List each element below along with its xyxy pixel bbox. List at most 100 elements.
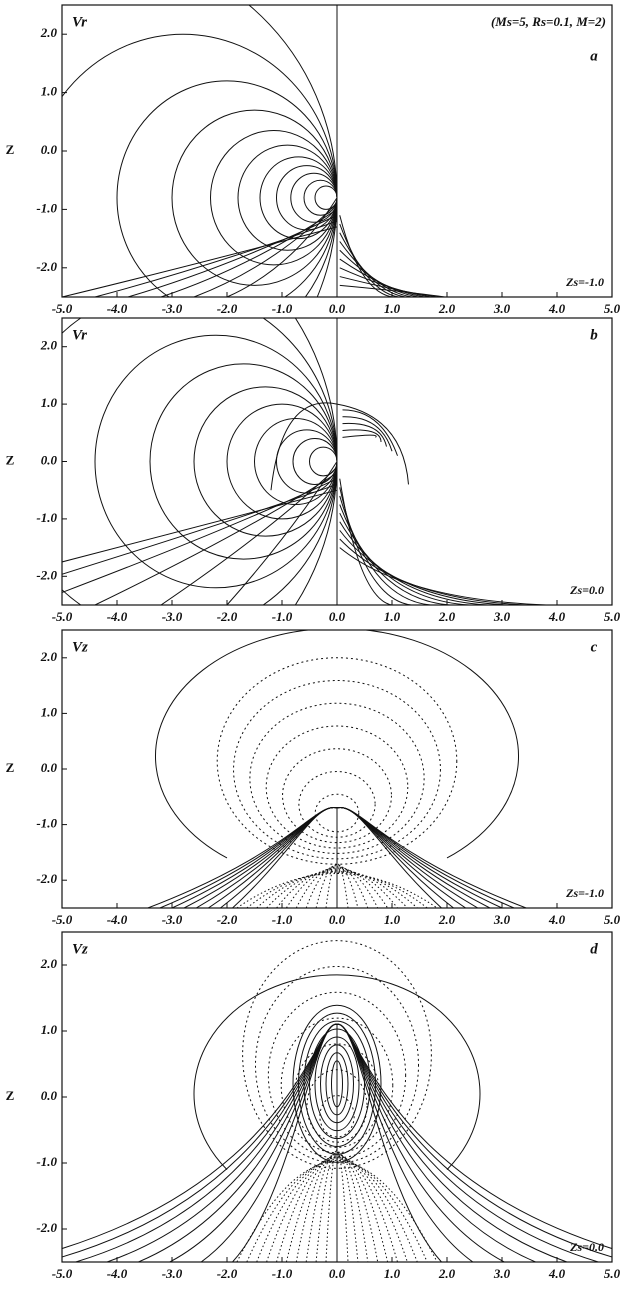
contour-line [193, 203, 338, 297]
contour-line [342, 429, 382, 443]
y-tick-label: 2.0 [40, 649, 58, 664]
contour-line [342, 416, 393, 452]
y-tick-label: -1.0 [36, 200, 57, 215]
y-tick-label: 1.0 [41, 704, 58, 719]
contour-line [276, 165, 338, 231]
contour-line [339, 487, 412, 605]
panel-letter: d [590, 941, 598, 957]
contour-line [270, 402, 409, 491]
x-tick-label: 1.0 [384, 609, 401, 624]
x-tick-label: 4.0 [548, 301, 566, 316]
annotation: Zs=-1.0 [565, 275, 604, 289]
contour-line [193, 386, 338, 537]
x-tick-label: 3.0 [493, 1266, 511, 1281]
contour-line [342, 422, 387, 447]
panel-title: Vz [72, 639, 88, 655]
annotation: Zs=0.0 [569, 1240, 604, 1254]
y-tick-label: -2.0 [36, 567, 57, 582]
contour-line [242, 940, 432, 1169]
x-tick-label: -1.0 [272, 1266, 293, 1281]
y-axis-label: Z [6, 760, 15, 775]
x-tick-label: -1.0 [272, 301, 293, 316]
y-tick-label: 0.0 [41, 452, 58, 467]
contour-line [342, 409, 398, 456]
contour-line [127, 214, 338, 297]
contour-line [325, 863, 349, 908]
x-tick-label: -3.0 [162, 1266, 183, 1281]
y-tick-label: 1.0 [41, 84, 58, 99]
contour-line [259, 156, 338, 240]
y-tick-label: 0.0 [41, 142, 58, 157]
contour-line [266, 869, 408, 908]
contour-line [339, 495, 431, 605]
contour-line [160, 208, 338, 297]
contour-line [210, 130, 338, 266]
contour-line [237, 144, 338, 251]
x-tick-label: -1.0 [272, 609, 293, 624]
contour-line [339, 267, 432, 297]
y-tick-label: 2.0 [40, 25, 58, 40]
contour-line [342, 434, 377, 438]
contour-line [62, 483, 338, 575]
x-tick-label: -3.0 [162, 912, 183, 927]
x-tick-label: 3.0 [493, 912, 511, 927]
contour-line [246, 1160, 428, 1262]
x-tick-label: -5.0 [52, 609, 73, 624]
y-axis-label: Z [6, 142, 15, 157]
contour-line [94, 334, 338, 589]
subtitle: (Ms=5, Rs=0.1, M=2) [491, 14, 606, 29]
x-tick-label: -2.0 [217, 609, 238, 624]
y-tick-label: 2.0 [40, 338, 58, 353]
x-tick-label: 1.0 [384, 301, 401, 316]
contour-line [193, 974, 481, 1170]
x-tick-label: 2.0 [438, 301, 456, 316]
x-tick-label: 1.0 [384, 1266, 401, 1281]
contour-line [339, 258, 426, 297]
y-tick-label: -1.0 [36, 1154, 57, 1169]
x-tick-label: 5.0 [604, 912, 621, 927]
contour-line [226, 197, 338, 297]
x-tick-label: -5.0 [52, 912, 73, 927]
x-tick-label: -2.0 [217, 301, 238, 316]
x-tick-label: 1.0 [384, 912, 401, 927]
y-tick-label: 2.0 [40, 956, 58, 971]
contour-line [62, 478, 338, 594]
x-tick-label: -3.0 [162, 609, 183, 624]
annotation: Zs=0.0 [569, 583, 604, 597]
panel-letter: c [591, 639, 598, 655]
contour-line [339, 276, 439, 297]
panel-title: Vz [72, 941, 88, 957]
x-tick-label: -5.0 [52, 1266, 73, 1281]
contour-line [339, 478, 393, 605]
contour-line [236, 873, 438, 908]
panel-letter: b [590, 327, 598, 343]
contours [62, 318, 547, 605]
contour-line [265, 725, 409, 849]
x-tick-label: 4.0 [548, 1266, 566, 1281]
contour-line [62, 489, 338, 563]
contour-line [282, 748, 392, 844]
panel-letter: a [590, 48, 598, 64]
x-tick-label: 3.0 [493, 301, 511, 316]
y-axis-label: Z [6, 1088, 15, 1103]
contour-line [149, 363, 338, 560]
y-tick-label: -1.0 [36, 510, 57, 525]
y-tick-label: 1.0 [41, 1022, 58, 1037]
x-tick-label: -1.0 [272, 912, 293, 927]
contour-line [254, 417, 338, 506]
x-tick-label: 0.0 [329, 912, 346, 927]
x-tick-label: 5.0 [604, 1266, 621, 1281]
contour-line [314, 185, 338, 210]
x-tick-label: 5.0 [604, 609, 621, 624]
contour-line [160, 466, 338, 605]
x-tick-label: -4.0 [107, 912, 128, 927]
x-tick-label: -2.0 [217, 912, 238, 927]
contours [62, 5, 445, 297]
x-tick-label: -4.0 [107, 301, 128, 316]
x-tick-label: -4.0 [107, 1266, 128, 1281]
contour-line [339, 284, 445, 297]
contour-line [171, 109, 338, 286]
x-tick-label: 5.0 [604, 301, 621, 316]
x-tick-label: 4.0 [548, 912, 566, 927]
